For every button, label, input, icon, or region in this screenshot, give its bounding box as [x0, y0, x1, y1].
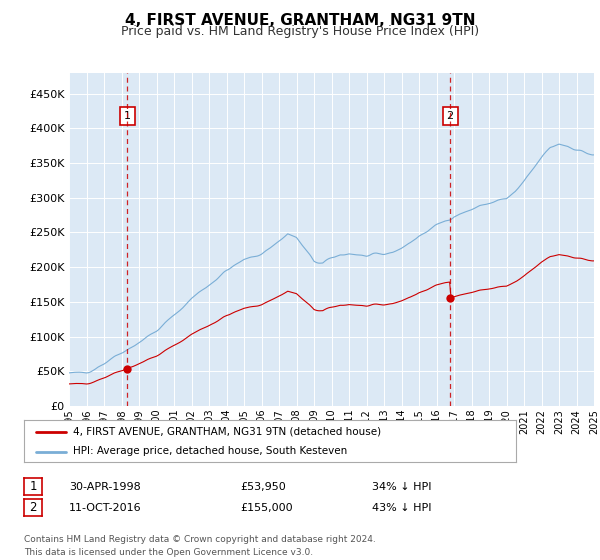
Text: £53,950: £53,950 [240, 482, 286, 492]
Text: 2: 2 [446, 111, 454, 121]
Text: Price paid vs. HM Land Registry's House Price Index (HPI): Price paid vs. HM Land Registry's House … [121, 25, 479, 38]
Text: 1: 1 [124, 111, 131, 121]
Text: 4, FIRST AVENUE, GRANTHAM, NG31 9TN: 4, FIRST AVENUE, GRANTHAM, NG31 9TN [125, 13, 475, 28]
Text: 1: 1 [29, 480, 37, 493]
Text: 43% ↓ HPI: 43% ↓ HPI [372, 503, 431, 513]
Text: 34% ↓ HPI: 34% ↓ HPI [372, 482, 431, 492]
Text: £155,000: £155,000 [240, 503, 293, 513]
Text: 30-APR-1998: 30-APR-1998 [69, 482, 141, 492]
Text: HPI: Average price, detached house, South Kesteven: HPI: Average price, detached house, Sout… [73, 446, 347, 456]
Text: This data is licensed under the Open Government Licence v3.0.: This data is licensed under the Open Gov… [24, 548, 313, 557]
Text: 2: 2 [29, 501, 37, 514]
Text: Contains HM Land Registry data © Crown copyright and database right 2024.: Contains HM Land Registry data © Crown c… [24, 535, 376, 544]
Text: 11-OCT-2016: 11-OCT-2016 [69, 503, 142, 513]
Text: 4, FIRST AVENUE, GRANTHAM, NG31 9TN (detached house): 4, FIRST AVENUE, GRANTHAM, NG31 9TN (det… [73, 427, 382, 437]
